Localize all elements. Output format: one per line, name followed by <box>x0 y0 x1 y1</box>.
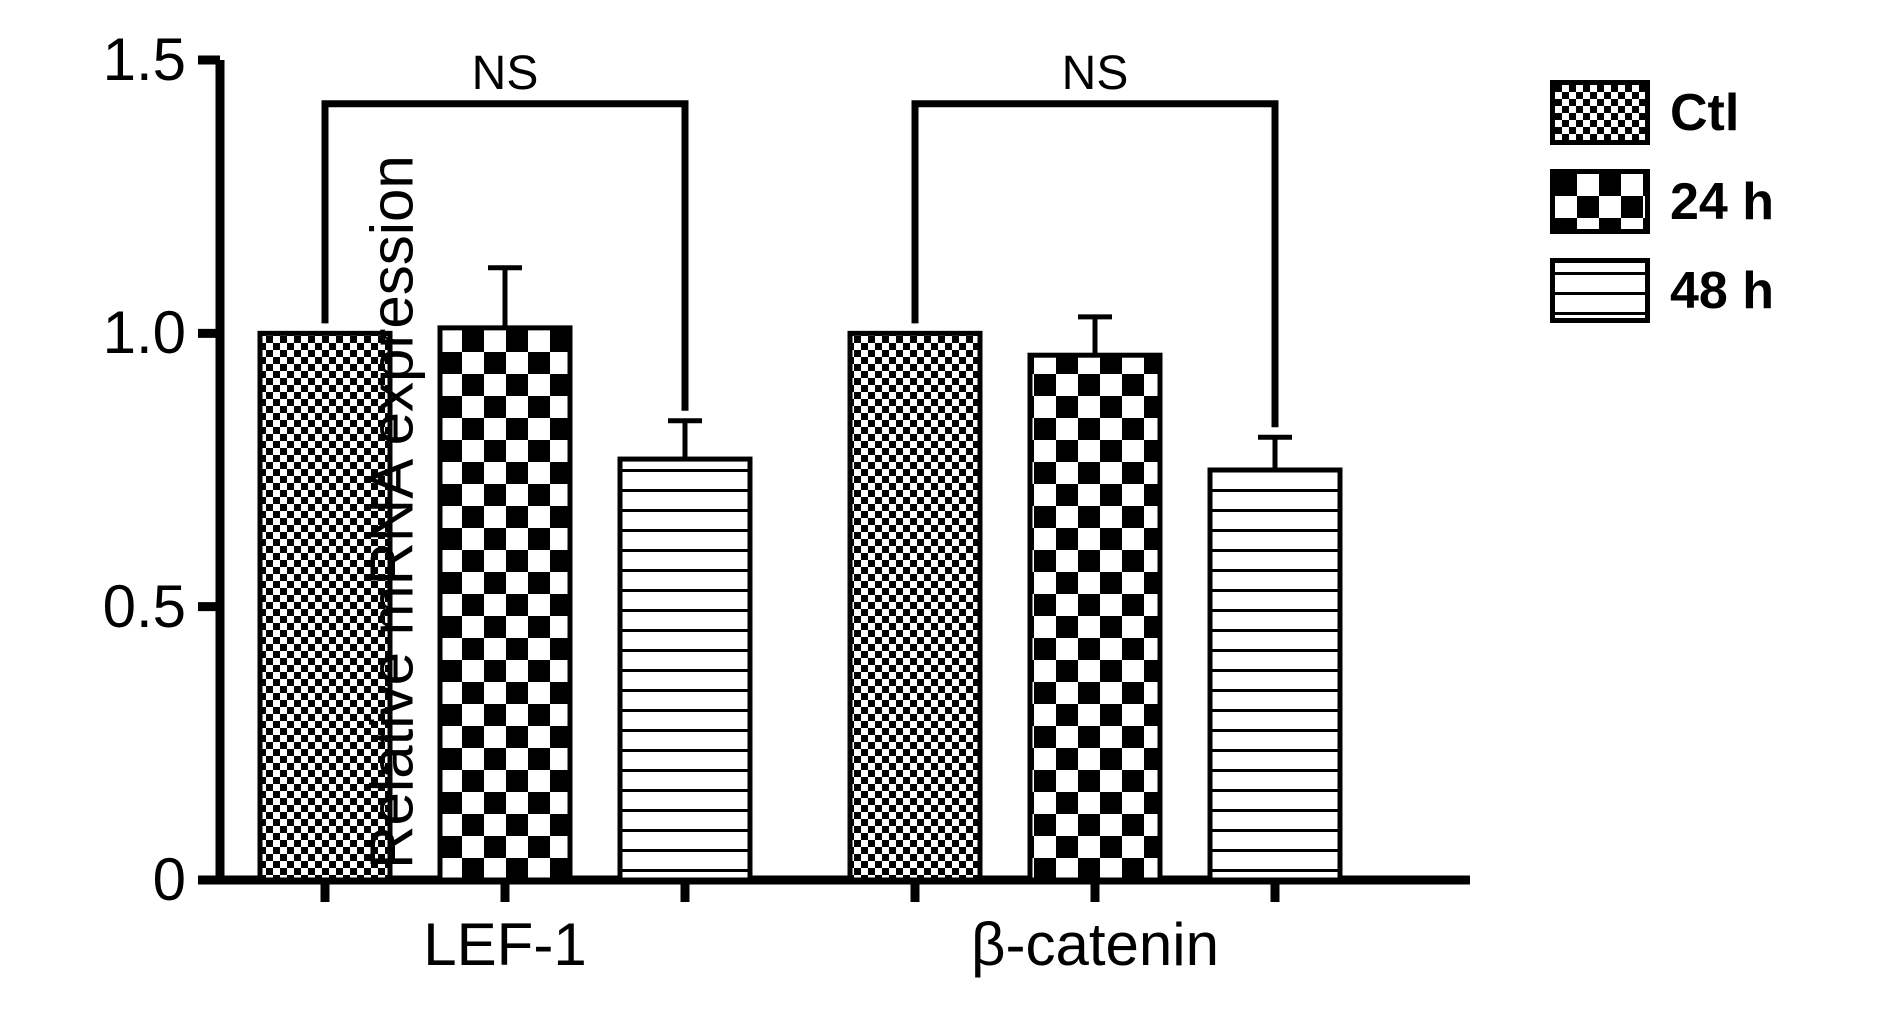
y-tick-label: 1.5 <box>0 25 186 94</box>
legend-swatch <box>1550 80 1650 145</box>
legend-swatch <box>1550 169 1650 234</box>
chart-legend: Ctl 24 h 48 h <box>1550 80 1850 347</box>
x-group-label: LEF-1 <box>305 910 705 979</box>
y-tick-label: 1.0 <box>0 298 186 367</box>
x-group-label: β-catenin <box>895 910 1295 979</box>
legend-item: Ctl <box>1550 80 1850 145</box>
y-tick-label: 0 <box>0 845 186 914</box>
mrna-expression-figure: Relative mRNA expression 0 0.5 1.0 1.5 LEF-… <box>0 0 1890 1023</box>
legend-label: 48 h <box>1670 261 1774 321</box>
y-axis-label: Relative mRNA expression <box>357 155 426 869</box>
significance-label: NS <box>445 46 565 101</box>
legend-label: Ctl <box>1670 83 1739 143</box>
legend-swatch <box>1550 258 1650 323</box>
y-tick-label: 0.5 <box>0 572 186 641</box>
legend-item: 24 h <box>1550 169 1850 234</box>
legend-label: 24 h <box>1670 172 1774 232</box>
legend-item: 48 h <box>1550 258 1850 323</box>
significance-label: NS <box>1035 46 1155 101</box>
